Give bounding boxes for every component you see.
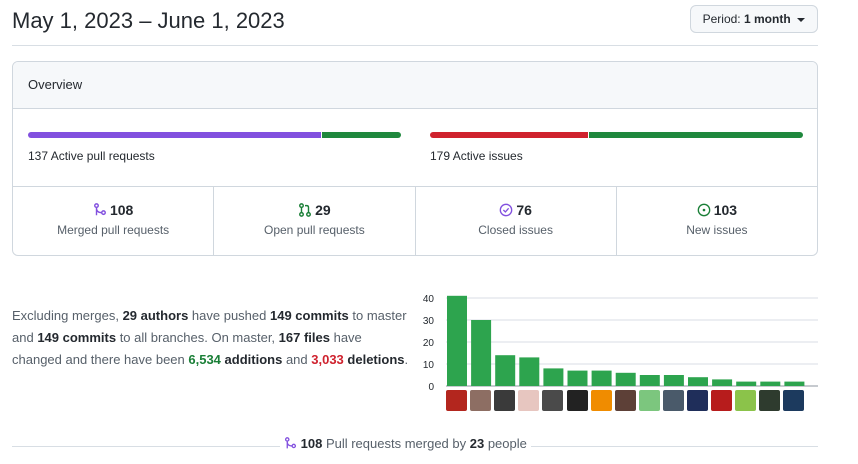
contributor-bar[interactable] — [543, 368, 564, 386]
stats-row: 108 Merged pull requests 29 Open pull re… — [13, 187, 817, 255]
files-changed: 167 files — [278, 330, 330, 345]
contributor-avatar[interactable] — [735, 390, 757, 411]
new-segment — [588, 132, 803, 138]
commits-all: 149 commits — [37, 330, 117, 345]
contributor-avatar[interactable] — [711, 390, 733, 411]
closed-label: Closed issues — [478, 223, 553, 237]
contributor-avatar[interactable] — [687, 390, 708, 411]
issue-opened-icon — [697, 203, 711, 217]
contributor-bar[interactable] — [447, 295, 467, 386]
contributor-bar[interactable] — [736, 381, 757, 386]
y-tick-label: 20 — [423, 338, 435, 349]
contributor-avatar[interactable] — [566, 390, 588, 411]
merged-pr-footer[interactable]: 108 Pull requests merged by 23 people — [280, 436, 531, 451]
contributor-bar[interactable] — [471, 320, 492, 386]
contributor-bar[interactable] — [712, 379, 733, 386]
stat-closed-issues[interactable]: 76 Closed issues — [416, 187, 617, 255]
active-issues-count: 179 — [430, 149, 451, 163]
y-tick-label: 40 — [423, 294, 435, 305]
closed-count: 76 — [516, 202, 532, 218]
footer-people: 23 — [469, 436, 485, 451]
new-label: New issues — [686, 223, 748, 237]
contributor-avatar[interactable] — [759, 390, 781, 411]
contributor-avatar[interactable] — [542, 390, 564, 411]
deletions-word: deletions — [347, 352, 405, 367]
contributor-bar[interactable] — [519, 357, 540, 386]
commit-summary: Excluding merges, 29 authors have pushed… — [12, 308, 409, 367]
caret-down-icon — [797, 17, 805, 22]
page-header: May 1, 2023 – June 1, 2023 Period: 1 mon… — [12, 0, 818, 46]
open-count: 29 — [315, 202, 331, 218]
additions-word: additions — [224, 352, 283, 367]
stat-new-issues[interactable]: 103 New issues — [617, 187, 817, 255]
commits-master: 149 commits — [270, 308, 349, 323]
active-issues-text: 179 Active issues — [430, 149, 523, 163]
y-tick-label: 30 — [423, 316, 435, 327]
contributor-bar[interactable] — [615, 372, 636, 386]
issue-closed-icon — [499, 203, 513, 217]
merged-segment — [28, 132, 322, 138]
contributor-avatar[interactable] — [783, 390, 805, 411]
footer-count: 108 — [300, 436, 323, 451]
overview-bars: 137 Active pull requests 179 Active issu… — [13, 109, 817, 187]
contributors-bar-chart: 0 10 20 30 40 — [423, 294, 818, 393]
contributor-avatar[interactable] — [590, 390, 612, 411]
git-merge-icon — [93, 203, 106, 216]
additions-count: 6,534 — [188, 352, 221, 367]
y-tick-label: 10 — [423, 360, 435, 371]
overview-title: Overview — [13, 62, 817, 109]
active-pr-count: 137 — [28, 149, 49, 163]
git-pull-request-icon — [299, 203, 312, 217]
contributor-avatar[interactable] — [446, 390, 467, 411]
date-range-title: May 1, 2023 – June 1, 2023 — [12, 8, 285, 33]
new-count: 103 — [713, 202, 738, 218]
stat-open-pull-requests[interactable]: 29 Open pull requests — [214, 187, 416, 255]
period-dropdown-button[interactable]: Period: 1 month — [689, 5, 818, 33]
merged-label: Merged pull requests — [57, 223, 170, 237]
pull-requests-ratio-bar[interactable] — [28, 132, 401, 138]
open-label: Open pull requests — [264, 223, 365, 237]
deletions-count: 3,033 — [311, 352, 344, 367]
contributor-avatar[interactable] — [638, 390, 660, 411]
contributor-bar[interactable] — [784, 381, 805, 386]
issues-ratio-bar[interactable] — [430, 132, 803, 138]
contributor-bar[interactable] — [591, 370, 612, 386]
git-merge-icon — [284, 437, 297, 449]
contributor-avatar[interactable] — [614, 390, 636, 411]
active-pull-requests-text: 137 Active pull requests — [28, 149, 155, 163]
period-value: 1 month — [743, 12, 791, 26]
closed-segment — [430, 132, 588, 138]
contributor-bar[interactable] — [663, 375, 684, 386]
y-tick-label: 0 — [428, 382, 434, 393]
overview-panel: Overview 137 Active pull requests 179 Ac… — [12, 61, 818, 256]
contributor-avatar[interactable] — [662, 390, 684, 411]
period-label: Period: — [702, 12, 741, 26]
merged-count: 108 — [109, 202, 134, 218]
contributor-bar[interactable] — [760, 381, 781, 386]
active-issues-label: Active issues — [452, 149, 523, 163]
active-pr-label: Active pull requests — [50, 149, 155, 163]
contributor-bar[interactable] — [639, 375, 660, 386]
contributor-bar[interactable] — [567, 370, 588, 386]
contributor-avatar[interactable] — [494, 390, 516, 411]
open-segment — [322, 132, 401, 138]
stat-merged-pull-requests[interactable]: 108 Merged pull requests — [13, 187, 215, 255]
contributor-avatar[interactable] — [470, 390, 492, 411]
authors-link: 29 authors — [122, 308, 189, 323]
contributor-avatar[interactable] — [518, 390, 540, 411]
contributor-bar[interactable] — [495, 355, 516, 386]
contributor-bar[interactable] — [688, 377, 708, 386]
